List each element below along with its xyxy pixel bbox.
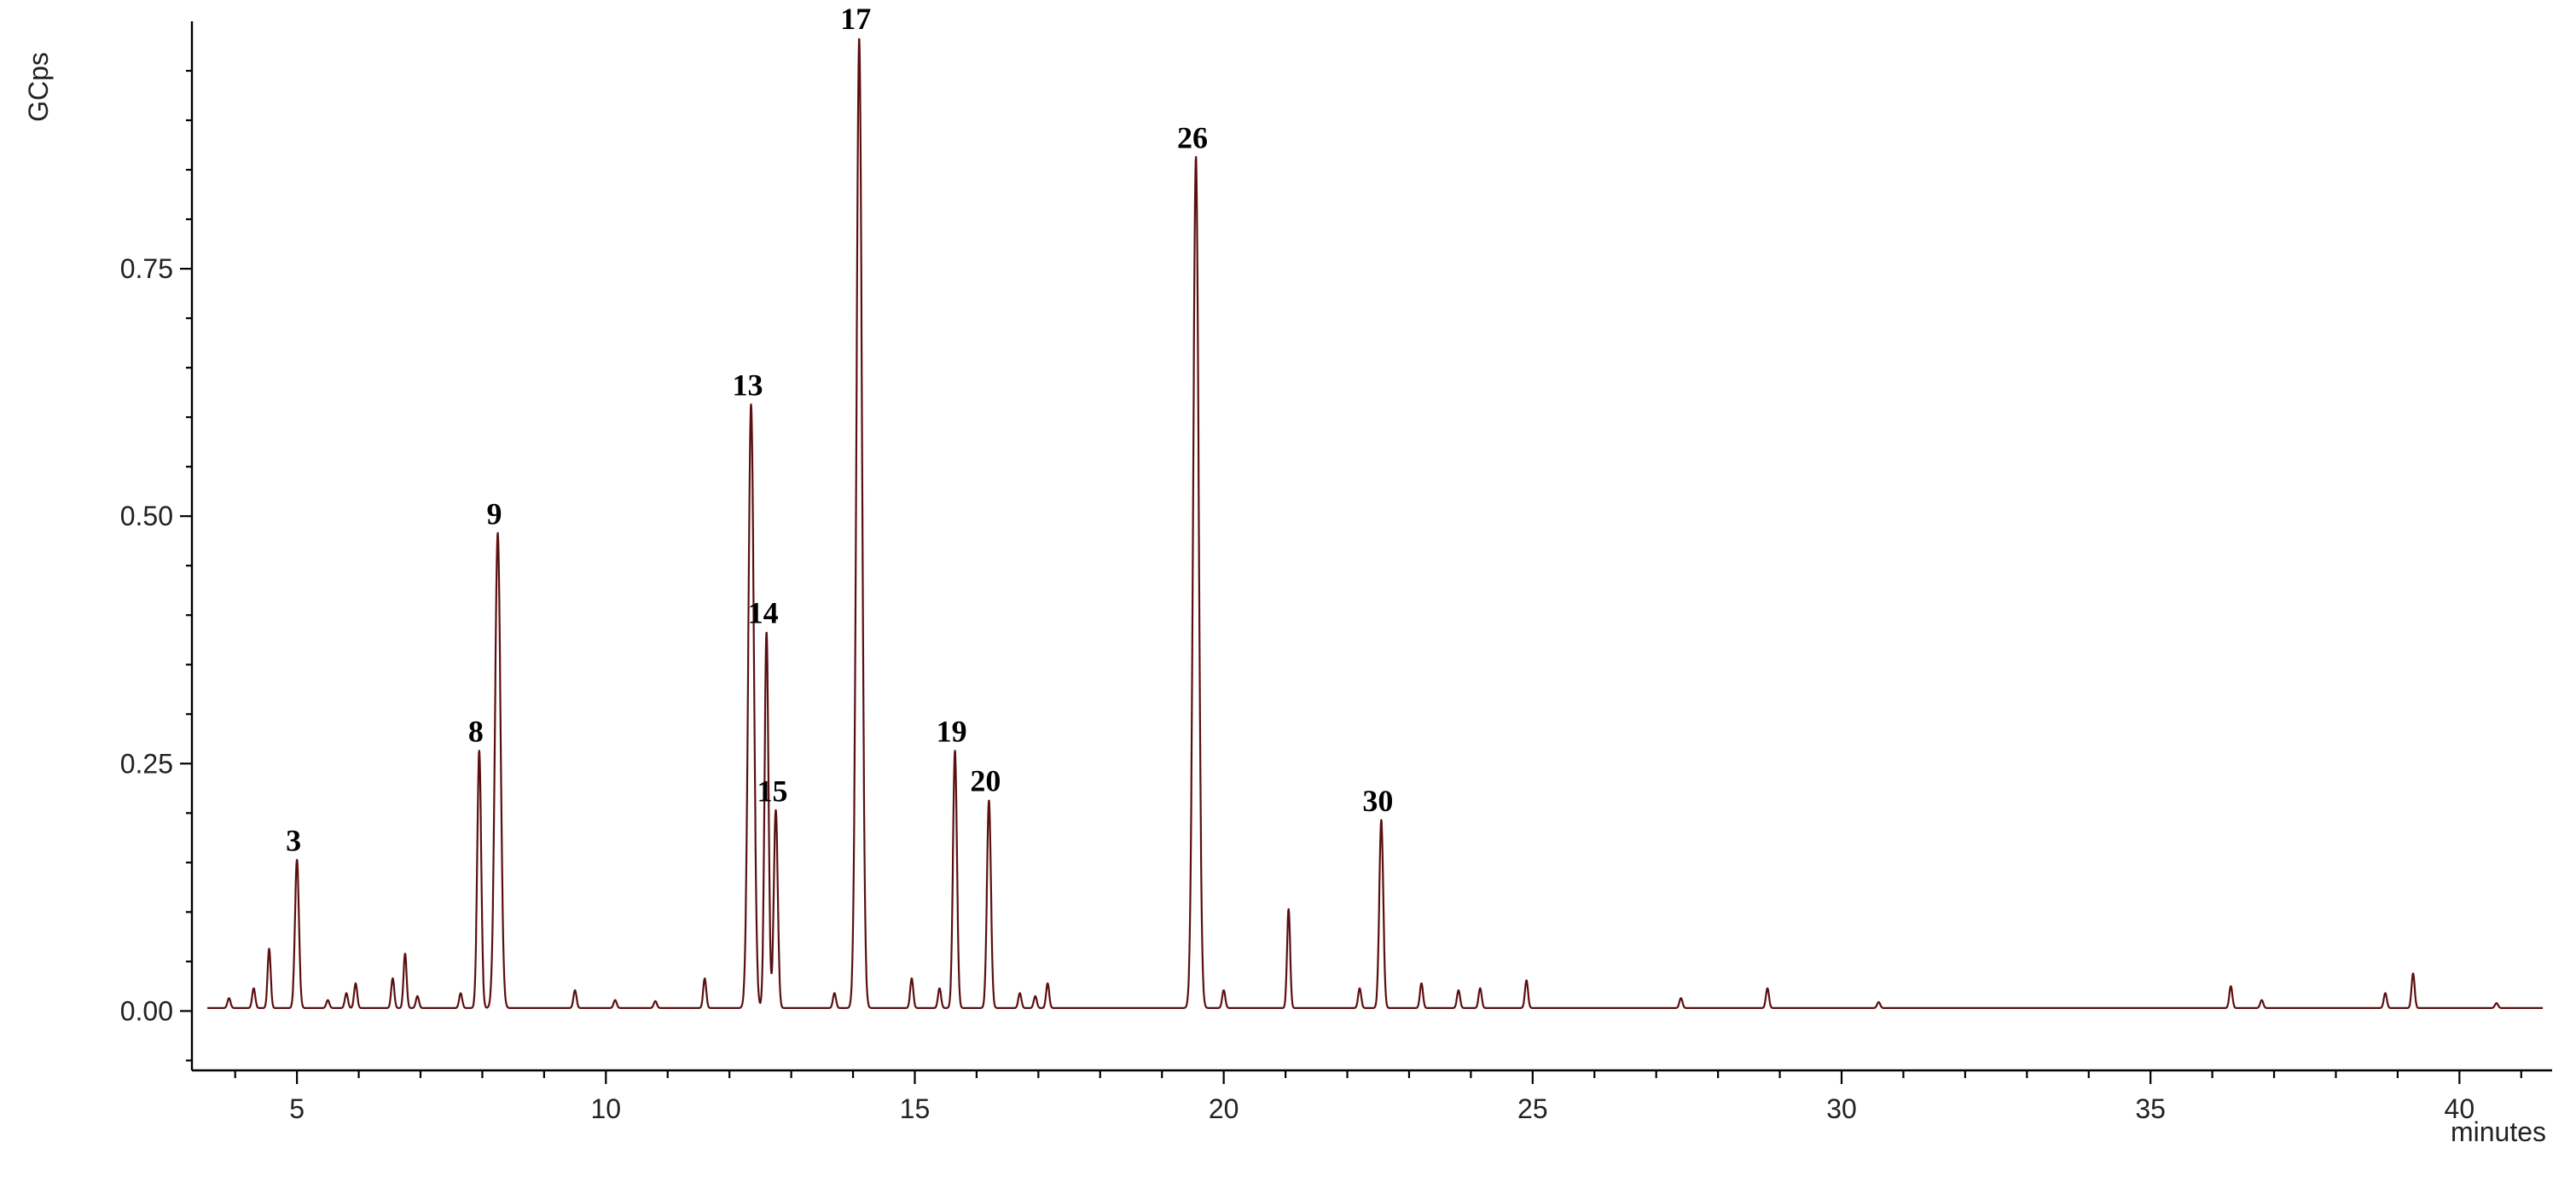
y-tick-label-0: 0.00 [120,995,173,1026]
y-tick-label-3: 0.75 [120,253,173,284]
chromatogram-trace [206,38,2544,1009]
y-tick-label-2: 0.50 [120,501,173,531]
peak-label-30: 30 [1362,784,1393,818]
peak-label-8: 8 [468,715,484,749]
x-tick-label-4: 25 [1517,1093,1548,1124]
x-ticks: 5 10 15 20 25 30 35 40 [234,1070,2522,1124]
x-tick-label-7: 40 [2445,1093,2475,1124]
peak-label-15: 15 [757,774,788,808]
x-tick-label-0: 5 [289,1093,305,1124]
axes [190,21,2552,1072]
y-tick-label-1: 0.25 [120,748,173,779]
x-tick-label-5: 30 [1826,1093,1857,1124]
peak-label-19: 19 [937,715,967,749]
x-tick-label-6: 35 [2135,1093,2166,1124]
peak-label-14: 14 [748,595,779,629]
x-axis-title: minutes [2451,1116,2546,1147]
y-axis-title: GCps [23,52,54,122]
y-ticks: 0.00 0.25 0.50 0.75 [120,69,192,1062]
x-tick-label-1: 10 [591,1093,622,1124]
peak-label-9: 9 [487,496,502,531]
x-tick-label-3: 20 [1209,1093,1239,1124]
peak-label-17: 17 [840,2,871,36]
peak-label-26: 26 [1177,120,1208,154]
peak-label-3: 3 [286,823,301,857]
peak-label-20: 20 [970,764,1001,798]
x-tick-label-2: 15 [900,1093,931,1124]
peak-label-13: 13 [733,368,763,403]
